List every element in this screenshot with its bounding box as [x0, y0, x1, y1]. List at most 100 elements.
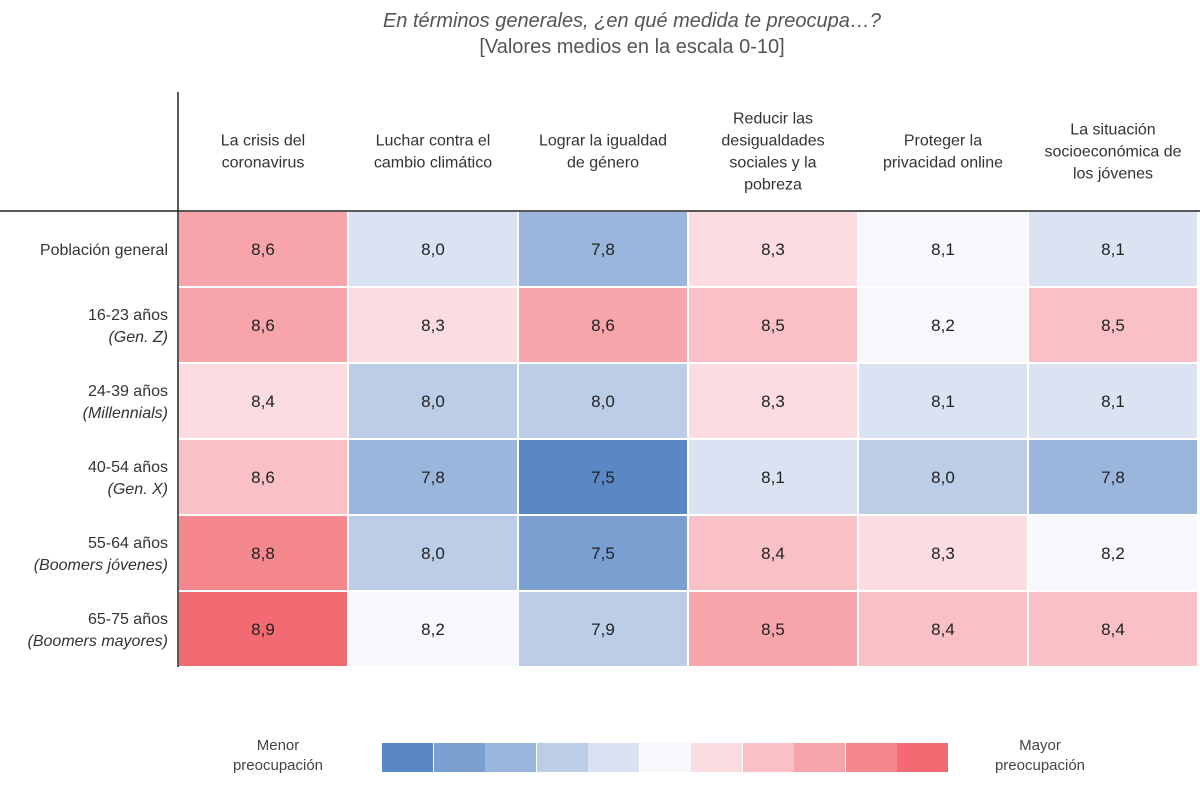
- legend-swatch: [433, 743, 485, 772]
- heatmap-cell: [347, 514, 519, 592]
- row-label: 55-64 años: [88, 535, 168, 552]
- heatmap-cell: [687, 514, 859, 592]
- cell-value-label: 8,6: [251, 468, 275, 487]
- legend-swatch: [742, 743, 794, 772]
- cell-value-label: 8,6: [251, 316, 275, 335]
- row-label: 16-23 años: [88, 307, 168, 324]
- cell-value-label: 8,1: [1101, 240, 1125, 259]
- cell-value-label: 8,4: [1101, 620, 1125, 639]
- chart-subtitle: [Valores medios en la escala 0-10]: [479, 36, 785, 58]
- cell-value-label: 8,9: [251, 620, 275, 639]
- legend-low-label-line1: Menor: [256, 737, 300, 754]
- legend-high-label-line1: Mayor: [1019, 737, 1061, 754]
- row-sublabel: (Gen. X): [108, 481, 168, 498]
- legend-high-label-line2: preocupación: [994, 757, 1086, 774]
- legend-swatch: [691, 743, 742, 772]
- legend-swatch: [485, 743, 536, 772]
- column-header-label: socioeconómica de: [1045, 144, 1182, 161]
- cell-value-label: 8,3: [761, 392, 785, 411]
- heatmap-cell: [1027, 514, 1199, 592]
- cell-value-label: 8,4: [761, 544, 785, 563]
- row-label: 65-75 años: [88, 611, 168, 628]
- legend-high-label: Mayor preocupación: [980, 736, 1100, 776]
- cell-value-label: 8,5: [761, 316, 785, 335]
- cell-value-label: 8,2: [421, 620, 445, 639]
- cell-value-label: 8,0: [421, 544, 445, 563]
- heatmap-cell: [1027, 362, 1199, 440]
- column-header-label: Proteger la: [904, 133, 982, 150]
- heatmap-cell: [1027, 590, 1199, 668]
- heatmap-cell: [687, 590, 859, 668]
- heatmap-cell: [857, 590, 1029, 668]
- cell-value-label: 8,1: [931, 392, 955, 411]
- chart-title: En términos generales, ¿en qué medida te…: [382, 10, 882, 32]
- column-header-label: los jóvenes: [1073, 166, 1153, 183]
- heatmap-cell: [177, 362, 349, 440]
- legend-low-label-line2: preocupación: [232, 757, 324, 774]
- cell-value-label: 8,0: [931, 468, 955, 487]
- heatmap-cell: [687, 438, 859, 516]
- cell-value-label: 8,0: [421, 392, 445, 411]
- heatmap-cell: [177, 210, 349, 288]
- cell-value-label: 8,6: [591, 316, 615, 335]
- cell-value-label: 7,8: [591, 240, 615, 259]
- heatmap-cell: [517, 210, 689, 288]
- heatmap-cell: [177, 590, 349, 668]
- cell-value-label: 8,5: [761, 620, 785, 639]
- cell-value-label: 8,0: [591, 392, 615, 411]
- column-header-label: de género: [567, 155, 639, 172]
- legend-swatch: [794, 743, 845, 772]
- cell-value-label: 7,8: [421, 468, 445, 487]
- heatmap-cell: [1027, 286, 1199, 364]
- row-label: Población general: [40, 242, 168, 259]
- cell-value-label: 8,3: [761, 240, 785, 259]
- legend-low-label: Menor preocupación: [218, 736, 338, 776]
- cell-value-label: 8,2: [931, 316, 955, 335]
- heatmap-cell: [347, 590, 519, 668]
- cell-value-label: 8,8: [251, 544, 275, 563]
- column-header-label: Luchar contra el: [376, 133, 491, 150]
- legend-swatch: [639, 743, 691, 772]
- row-sublabel: (Boomers mayores): [28, 633, 168, 650]
- column-header-label: Lograr la igualdad: [539, 133, 667, 150]
- cell-value-label: 7,9: [591, 620, 615, 639]
- cell-value-label: 8,2: [1101, 544, 1125, 563]
- legend-swatch: [588, 743, 639, 772]
- heatmap-cell: [177, 438, 349, 516]
- chart-title-block: En términos generales, ¿en qué medida te…: [0, 8, 1200, 60]
- cell-value-label: 7,5: [591, 468, 615, 487]
- heatmap-cell: [347, 438, 519, 516]
- cell-value-label: 8,3: [931, 544, 955, 563]
- column-header-label: privacidad online: [883, 155, 1003, 172]
- column-header-label: pobreza: [744, 177, 802, 194]
- column-header-label: Reducir las: [733, 111, 813, 128]
- cell-value-label: 8,1: [1101, 392, 1125, 411]
- row-sublabel: (Boomers jóvenes): [34, 557, 168, 574]
- legend-swatch: [536, 743, 588, 772]
- column-header-label: cambio climático: [374, 155, 492, 172]
- cell-value-label: 8,0: [421, 240, 445, 259]
- heatmap-cell: [857, 286, 1029, 364]
- cell-value-label: 8,4: [931, 620, 955, 639]
- legend-swatch: [897, 743, 948, 772]
- cell-value-label: 8,3: [421, 316, 445, 335]
- row-sublabel: (Millennials): [83, 405, 168, 422]
- row-label: 40-54 años: [88, 459, 168, 476]
- column-header-label: sociales y la: [729, 155, 816, 172]
- cell-value-label: 7,8: [1101, 468, 1125, 487]
- heatmap-cell: [1027, 438, 1199, 516]
- heatmap-cell: [517, 286, 689, 364]
- cell-value-label: 8,4: [251, 392, 275, 411]
- heatmap-cell: [517, 590, 689, 668]
- cell-value-label: 8,5: [1101, 316, 1125, 335]
- column-header-label: La crisis del: [221, 133, 305, 150]
- heatmap-cell: [857, 514, 1029, 592]
- cell-value-label: 8,1: [761, 468, 785, 487]
- row-sublabel: (Gen. Z): [108, 329, 168, 346]
- legend-swatch: [382, 743, 433, 772]
- column-header-label: desigualdades: [721, 133, 824, 150]
- column-header-label: La situación: [1070, 122, 1155, 139]
- legend-swatch: [845, 743, 897, 772]
- cell-value-label: 7,5: [591, 544, 615, 563]
